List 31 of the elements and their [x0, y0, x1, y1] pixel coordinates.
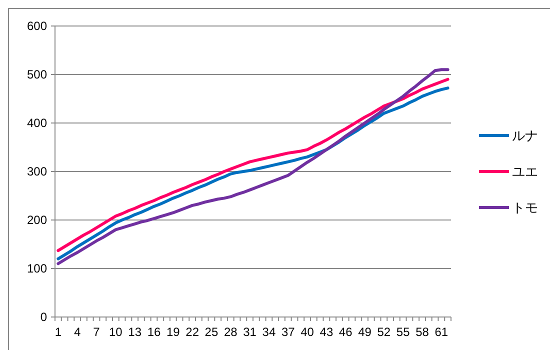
legend-label: ユエ [512, 164, 538, 180]
y-tick-label: 300 [26, 164, 48, 179]
x-tick-label: 49 [358, 325, 372, 339]
x-tick-label: 13 [128, 325, 142, 339]
x-tick-label: 31 [243, 325, 257, 339]
y-tick-label: 400 [26, 116, 48, 130]
x-tick-label: 43 [320, 325, 334, 339]
y-tick-label: 600 [26, 19, 48, 34]
x-tick-label: 22 [186, 325, 200, 339]
x-tick-label: 1 [54, 325, 62, 339]
x-tick-label: 28 [224, 325, 238, 339]
x-tick-label: 37 [281, 325, 296, 339]
y-tick-label: 100 [26, 262, 48, 276]
x-tick-label: 25 [204, 325, 218, 339]
x-tick-label: 61 [434, 325, 448, 339]
x-tick-label: 40 [300, 325, 314, 339]
x-tick-label: 46 [338, 325, 353, 339]
y-tick-label: 0 [40, 310, 48, 324]
y-tick-label: 200 [26, 213, 48, 228]
x-tick-label: 52 [377, 325, 391, 339]
x-tick-label: 10 [109, 325, 123, 339]
y-tick-label: 500 [26, 68, 48, 82]
legend-label: ルナ [512, 128, 538, 144]
x-tick-label: 19 [166, 325, 180, 339]
legend-label: トモ [512, 200, 538, 216]
x-tick-label: 4 [74, 325, 82, 339]
x-tick-label: 58 [416, 325, 430, 339]
x-tick-label: 7 [93, 325, 100, 339]
x-tick-label: 55 [396, 325, 410, 339]
x-tick-label: 34 [262, 325, 276, 339]
x-tick-label: 16 [147, 325, 161, 339]
